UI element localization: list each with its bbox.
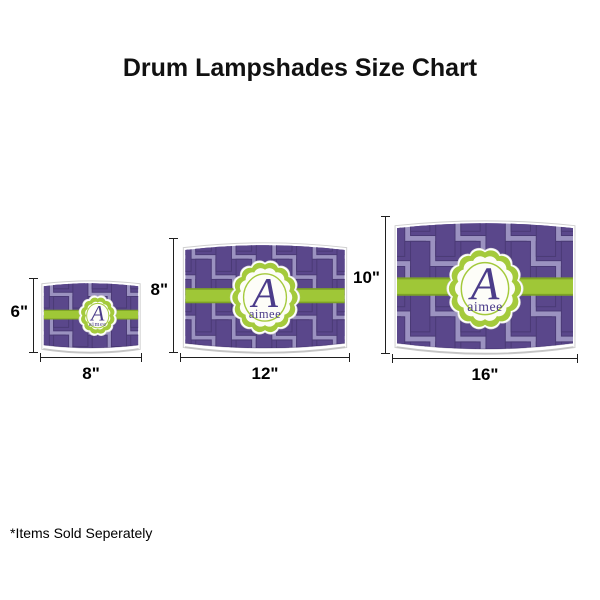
width-dimension-line-small — [40, 353, 142, 362]
height-label-small: 6" — [10, 301, 28, 321]
footnote: *Items Sold Seperately — [10, 525, 153, 541]
monogram-initial: A — [249, 270, 278, 317]
height-dimension-line-medium — [169, 238, 178, 353]
height-dimension-line-small — [29, 278, 38, 353]
height-label-medium: 8" — [150, 279, 168, 299]
width-dimension-line-large — [392, 354, 578, 363]
page-title: Drum Lampshades Size Chart — [122, 54, 478, 82]
monogram-name: aimee — [249, 307, 281, 321]
height-dimension-line-large — [381, 216, 390, 354]
monogram-name: aimee — [467, 299, 502, 314]
width-label-large: 16" — [471, 365, 499, 384]
monogram-initial: A — [468, 258, 500, 310]
width-label-medium: 12" — [251, 364, 279, 383]
width-label-small: 8" — [82, 364, 100, 383]
height-label-large: 10" — [353, 268, 380, 288]
width-dimension-line-medium — [180, 353, 350, 362]
monogram-initial: A — [89, 302, 105, 326]
monogram-name: aimee — [89, 321, 107, 328]
